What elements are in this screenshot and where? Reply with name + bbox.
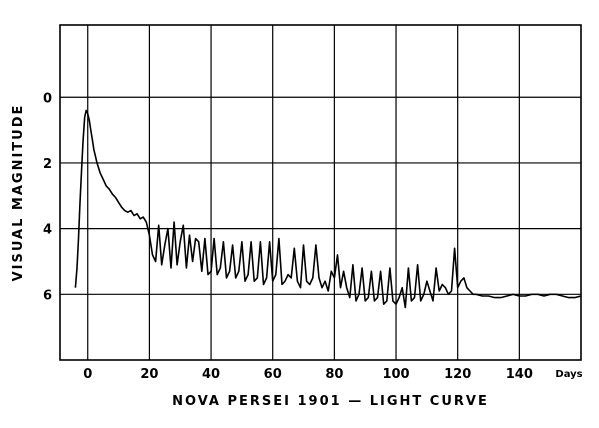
x-tick-label: 0	[83, 367, 92, 382]
plot-frame	[59, 24, 582, 361]
x-tick-label: 80	[325, 367, 343, 382]
x-tick-label: 140	[506, 367, 533, 382]
axis-ticks: 0 20 40 60 80 100 120 140 0 2 4 6	[43, 91, 533, 382]
x-tick-label: 100	[382, 367, 409, 382]
y-tick-label: 4	[43, 223, 52, 238]
x-tick-label: 20	[140, 367, 158, 382]
chart-title: NOVA PERSEI 1901 — LIGHT CURVE	[172, 394, 489, 409]
y-axis-label: VISUAL MAGNITUDE	[11, 104, 26, 282]
x-tick-label: 120	[444, 367, 471, 382]
x-tick-label: 40	[202, 367, 220, 382]
x-axis-unit-label: Days	[555, 369, 582, 380]
grid	[59, 24, 582, 361]
y-tick-label: 2	[43, 157, 52, 172]
x-tick-label: 60	[264, 367, 282, 382]
y-tick-label: 0	[43, 91, 52, 106]
light-curve-line	[74, 109, 582, 309]
y-tick-label: 6	[43, 288, 52, 303]
